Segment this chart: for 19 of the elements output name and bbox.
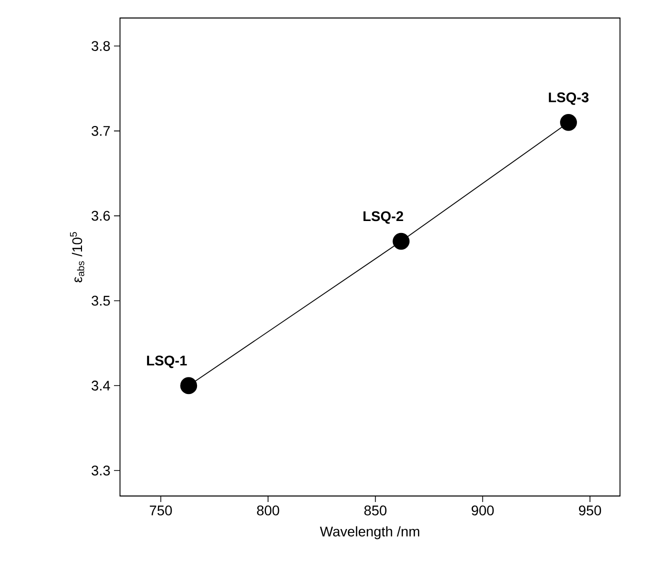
annotation: LSQ-2 — [364, 211, 404, 224]
x-tick-label: 850 — [364, 506, 386, 516]
x-axis-title: Wavelength /nm — [320, 526, 420, 540]
point — [560, 114, 577, 131]
x-tick-label: 900 — [472, 506, 494, 516]
y-tick-label: 3.3 — [92, 466, 110, 476]
y-tick-label: 3.4 — [92, 380, 110, 391]
point — [180, 377, 198, 394]
x-tick-label: 950 — [578, 506, 602, 516]
y-tick-label: 3.5 — [92, 296, 110, 306]
x-tick-label: 800 — [257, 506, 280, 516]
point — [392, 232, 410, 250]
y-tick-label: 3.8 — [92, 41, 110, 51]
annotation: LSQ-1 — [147, 356, 187, 368]
x-tick-label: 750 — [150, 506, 172, 516]
y-tick-label: 3.7 — [92, 126, 110, 136]
y-tick-label: 3.6 — [92, 210, 110, 221]
y-axis-title: ε$_{abs}$ /10$^{5}$ — [70, 232, 84, 282]
annotation: LSQ-3 — [548, 92, 589, 105]
